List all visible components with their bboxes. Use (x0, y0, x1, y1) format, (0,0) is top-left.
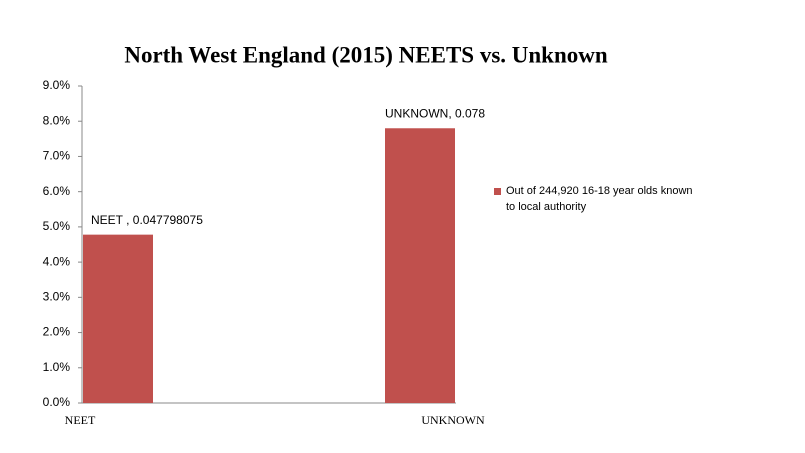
data-label: UNKNOWN, 0.078 (385, 106, 485, 120)
y-tick-label: 8.0% (43, 113, 71, 127)
x-tick-label: NEET (65, 413, 96, 427)
bar (385, 128, 455, 403)
y-tick-label: 2.0% (43, 325, 71, 339)
y-tick-label: 0.0% (43, 395, 71, 409)
data-label: NEET , 0.047798075 (91, 213, 203, 227)
y-tick-label: 5.0% (43, 219, 71, 233)
chart-title: North West England (2015) NEETS vs. Unkn… (124, 42, 608, 67)
legend-label: Out of 244,920 16-18 year olds known to … (506, 185, 693, 213)
y-tick-label: 4.0% (43, 254, 71, 268)
x-tick-label: UNKNOWN (421, 413, 485, 427)
y-tick-label: 7.0% (43, 149, 71, 163)
y-tick-label: 6.0% (43, 184, 71, 198)
y-tick-label: 3.0% (43, 290, 71, 304)
y-tick-label: 1.0% (43, 360, 71, 374)
y-tick-label: 9.0% (43, 78, 71, 92)
legend: Out of 244,920 16-18 year olds known to … (494, 183, 694, 215)
legend-swatch (494, 188, 501, 195)
bar (83, 234, 153, 403)
